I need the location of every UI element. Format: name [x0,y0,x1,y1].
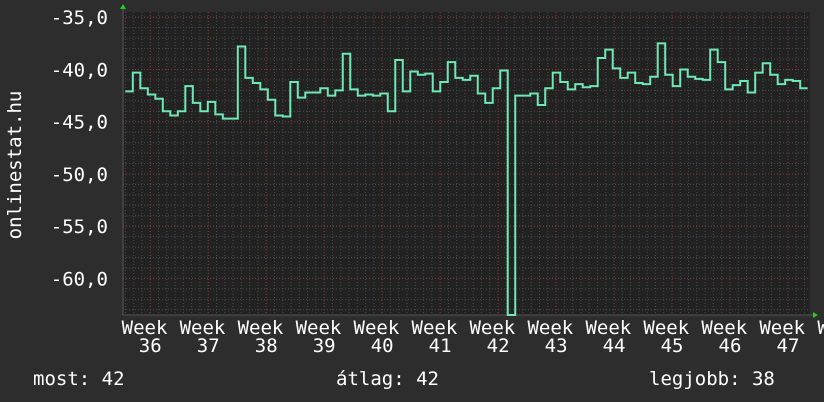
x-tick-label: Week 38 [238,317,295,357]
plot-area [123,12,810,315]
y-tick-label: -40,0 [51,59,108,81]
y-tick-label: -35,0 [51,7,108,29]
legend-best: legjobb: 38 [649,368,775,390]
x-tick-label: Week 46 [701,317,758,357]
x-tick-label: Week 40 [354,317,411,357]
y-axis: -35,0 -40,0 -45,0 -50,0 -55,0 -60,0 [51,7,108,290]
y-axis-label: onlinestat.hu [4,91,26,240]
series-line [125,42,808,316]
x-tick-label: Week 36 [122,317,179,357]
y-tick-label: -45,0 [51,112,108,134]
x-tick-label: Week 43 [527,317,584,357]
y-tick-label: -60,0 [51,268,108,290]
x-tick-label: Week 39 [296,317,353,357]
series [125,42,808,316]
y-tick-label: -50,0 [51,164,108,186]
x-tick-label: Week 37 [180,317,237,357]
y-tick-label: -55,0 [51,216,108,238]
x-tick-label: Week 42 [469,317,526,357]
x-tick-label: Week 45 [643,317,700,357]
x-axis-arrow-icon [813,312,818,318]
x-tick-label: Week 44 [585,317,642,357]
x-tick-label: Week 41 [412,317,469,357]
y-axis-arrow-icon [120,4,126,9]
legend-average: átlag: 42 [336,368,439,390]
x-tick-label: Week 48 [817,317,824,357]
x-tick-label: Week 47 [759,317,816,357]
legend-now: most: 42 [33,368,125,390]
